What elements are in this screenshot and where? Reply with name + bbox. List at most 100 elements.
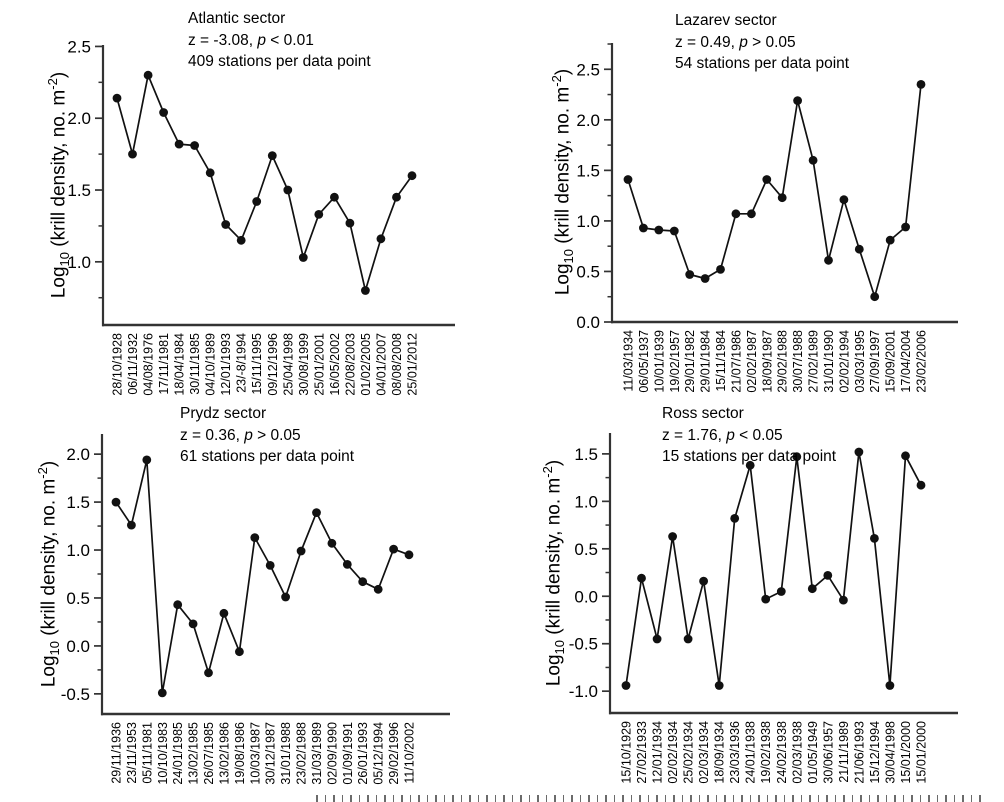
x-tick-label: 06/11/1932 [126,333,140,395]
x-tick-label: 03/03/1995 [853,330,867,393]
y-tick-label: 2.5 [67,37,91,56]
data-point [314,210,324,219]
y-tick-label: 0.0 [574,587,598,606]
ylabel-log: Log [543,654,565,687]
x-tick-label: 19/02/1957 [668,330,682,393]
x-tick-label: 18/09/1934 [713,721,727,784]
ylabel-subscript: 10 [561,248,577,264]
data-point [777,193,787,203]
x-tick-label: 02/02/1934 [666,721,680,784]
y-axis-label: Log10 (krill density, no. m-2) [40,25,72,345]
y-tick-label: 1.0 [574,492,598,511]
y-tick-label: 1.0 [576,212,600,231]
x-tick-label: 17/11/1981 [157,333,171,395]
x-tick-label: 30/08/1999 [297,333,311,396]
x-tick-label: 29/01/1982 [683,330,697,393]
data-point [761,594,771,604]
stats-tail-text: > 0.05 [747,33,796,51]
data-point [885,681,895,690]
data-point [281,592,290,602]
x-tick-label: 28/10/1928 [111,333,125,396]
x-tick-label: 04/08/1976 [142,333,156,396]
x-tick-label: 01/02/2005 [359,333,373,396]
data-point [330,192,339,202]
x-tick-label: 13/02/1986 [217,722,231,785]
data-point [298,253,308,262]
x-tick-label: 22/08/2003 [343,333,357,396]
series-line [115,459,410,694]
x-tick-label: 25/01/2001 [312,333,326,396]
data-point [854,244,864,254]
x-tick-label: 23/03/1936 [728,721,742,784]
data-point [173,600,183,610]
data-point [188,619,198,629]
data-point [250,533,260,542]
sector-title: Atlantic sector [188,10,286,27]
x-tick-label: 10/10/1983 [156,722,170,785]
data-point [714,681,724,690]
x-tick-label: 25/02/1934 [682,721,696,784]
sector-title: Prydz sector [180,405,267,422]
x-tick-label: 15/12/1994 [868,721,882,784]
panel-atlantic-sector: 1.0 1.5 2.0 2.5 28/10/1928 06/11/1932 04/08/19… [0,0,502,401]
atlantic-title-block: Atlantic sector z = -3.08, p < 0.01 409 … [188,8,371,73]
stats-tail-text: > 0.05 [252,426,301,444]
series-line [625,451,922,687]
ylabel-body: (krill density, no. m [38,478,60,641]
ylabel-superscript: -2 [35,467,50,479]
ylabel-log: Log [552,263,574,296]
x-tick-label: 15/11/1995 [250,333,264,395]
prydz-sector-chart: -0.50.00.51.01.52.029/11/1936 23/11/1953 0… [61,434,450,785]
x-tick-label: 25/01/2012 [406,333,420,396]
y-tick-label: 0.0 [66,637,90,656]
panel-ross-sector: -1.0 -0.5 0.0 0.5 1.0 1.5 15/10/1929 27/02/1933… [502,401,1004,802]
data-point [128,149,137,159]
stats-line: z = 0.36, p > 0.05 [180,425,354,447]
x-tick-label: 24/01/1938 [744,721,758,784]
x-tick-label: 04/01/2007 [374,333,388,396]
ylabel-subscript: 10 [552,639,568,655]
x-tick-label: 15/11/1984 [714,330,728,392]
data-point [392,192,401,202]
stats-tail-text: < 0.05 [734,426,783,444]
panel-prydz-sector: -0.5 0.0 0.5 1.0 1.5 2.0 29/11/1936 23/11/1953 0… [0,401,502,802]
data-point [916,480,926,490]
stats-line: z = -3.08, p < 0.01 [188,30,371,52]
ylabel-close: ) [38,460,60,468]
data-point [204,668,213,678]
ylabel-superscript: -2 [549,75,564,87]
data-point [283,185,293,195]
ylabel-close: ) [543,459,565,467]
x-tick-label: 10/01/1939 [652,330,666,393]
y-tick-label: 0.5 [66,589,90,608]
y-tick-label: 0.5 [574,540,598,559]
data-point [808,155,818,165]
data-point [235,647,244,657]
x-tick-label: 15/01/2000 [915,721,929,784]
x-tick-label: 31/01/1988 [279,722,293,785]
x-tick-label: 05/11/1981 [140,722,154,784]
data-point [404,550,414,560]
x-tick-label: 27/02/1933 [635,721,649,784]
series-line [627,84,922,298]
ylabel-close: ) [552,68,574,76]
data-point [361,286,370,295]
data-point [901,451,910,461]
x-tick-label: 29/02/1988 [776,330,790,393]
data-point [126,520,136,530]
x-tick-label: 17/04/2004 [899,330,913,393]
cutoff-caption [316,795,988,802]
y-tick-label: 2.5 [576,60,600,79]
data-point [312,508,321,517]
p-symbol: p [244,426,253,444]
y-tick-label: -0.5 [61,685,90,704]
ross-title-block: Ross sector z = 1.76, p < 0.05 15 statio… [662,403,836,468]
data-point [792,452,802,462]
x-tick-label: 05/12/1994 [372,722,386,785]
x-tick-label: 01/05/1949 [806,721,820,784]
data-point [762,175,772,184]
x-tick-label: 04/10/1989 [204,333,218,396]
x-tick-label: 15/01/2000 [899,721,913,784]
x-tick-label: 15/09/2001 [884,330,898,393]
data-point [716,265,725,274]
